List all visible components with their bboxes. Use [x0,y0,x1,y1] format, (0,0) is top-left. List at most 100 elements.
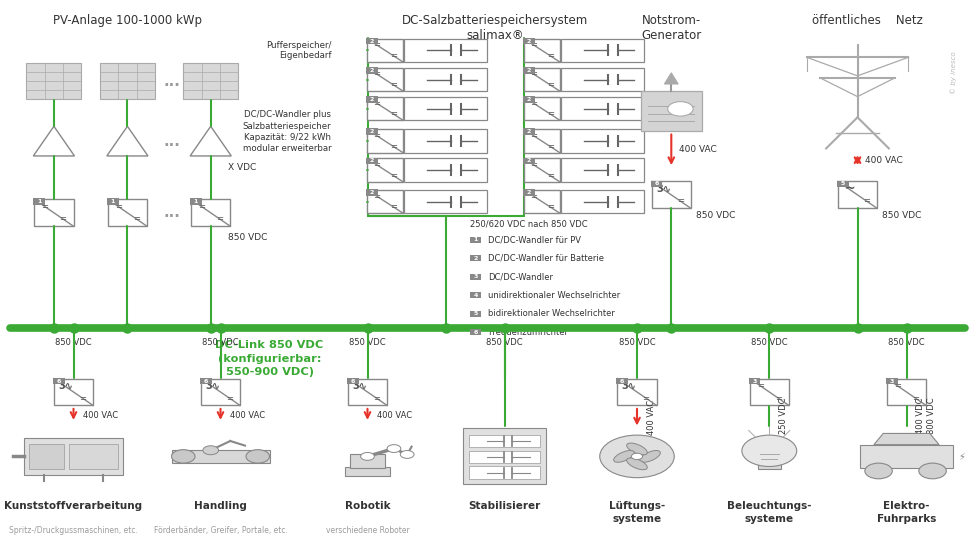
Bar [470,273,481,279]
Text: 6: 6 [57,379,61,384]
Text: 2: 2 [526,158,531,164]
Text: =: = [530,160,537,169]
Text: 850 VDC: 850 VDC [888,338,925,347]
Text: =: = [547,203,554,212]
Text: 4: 4 [473,293,478,297]
Text: 2: 2 [526,39,531,44]
Bar [54,379,93,405]
Text: ...: ... [163,206,180,220]
Text: X VDC: X VDC [228,164,257,172]
Text: 3∿: 3∿ [656,184,671,194]
Text: Elektro-
Fuhrparks: Elektro- Fuhrparks [877,501,936,524]
Bar [522,67,535,73]
Text: 3∿: 3∿ [621,381,637,391]
Bar [561,190,644,213]
Text: © by inesco: © by inesco [951,52,957,94]
Bar [367,97,404,120]
Text: 3∿: 3∿ [58,381,74,391]
Text: unidirektionaler Wechselrichter: unidirektionaler Wechselrichter [488,291,620,300]
Bar [561,158,644,182]
Text: DC/DC-Wandler für Batterie: DC/DC-Wandler für Batterie [488,254,604,263]
Text: 2: 2 [369,68,374,73]
Text: =: = [677,197,684,206]
Text: Beleuchtungs-
systeme: Beleuchtungs- systeme [727,501,811,524]
Text: =: = [530,99,537,108]
Text: 2: 2 [369,158,374,164]
Bar [470,292,481,298]
Bar [758,459,781,469]
Text: 850 VDC: 850 VDC [55,338,92,347]
Text: 400 VAC: 400 VAC [679,145,717,154]
Text: Notstrom-
Generator: Notstrom- Generator [641,14,702,42]
Bar [524,97,561,120]
Circle shape [667,101,693,116]
Text: =: = [863,197,870,206]
Text: 2: 2 [369,129,374,134]
Bar [366,96,378,102]
Text: 2: 2 [526,190,531,195]
Bar [838,181,877,208]
Text: =: = [547,81,554,90]
Bar [404,39,487,62]
Text: 400 VAC: 400 VAC [377,411,413,420]
Text: 250 VDC: 250 VDC [779,398,788,434]
Bar [522,96,535,102]
Bar [524,68,561,91]
Bar [172,450,270,463]
Text: =: = [79,394,86,403]
Text: öffentliches    Netz: öffentliches Netz [811,14,923,27]
Circle shape [203,446,219,455]
Circle shape [387,445,401,452]
Text: 6: 6 [473,330,478,334]
Bar [366,189,378,195]
Bar [837,180,849,187]
Text: 400 VAC: 400 VAC [83,411,119,420]
Bar [404,68,487,91]
Bar [53,377,65,384]
Circle shape [865,463,893,479]
Text: Robotik: Robotik [345,501,390,511]
Bar [616,377,628,384]
Text: Frequenzumrichter: Frequenzumrichter [488,328,568,337]
Text: =: = [41,202,48,211]
Text: 3∿: 3∿ [205,381,220,391]
Bar [34,199,74,226]
Polygon shape [33,126,74,156]
Circle shape [919,463,947,479]
Bar [524,190,561,213]
Text: =: = [373,40,380,49]
Bar [750,379,789,405]
Text: Pufferspeicher/
Eigenbedarf: Pufferspeicher/ Eigenbedarf [266,41,331,60]
Text: =: = [530,192,537,200]
Text: 2: 2 [526,68,531,73]
Text: =: = [217,214,223,223]
Text: =: = [530,40,537,49]
Bar [470,255,481,261]
Text: =: = [390,52,397,60]
Text: DC/DC-Wandler plus
Salzbatteriespeicher
Kapazität: 9/22 kWh
modular erweiterbar: DC/DC-Wandler plus Salzbatteriespeicher … [243,110,331,153]
Polygon shape [874,433,939,445]
Bar [561,68,644,91]
Bar [346,468,390,476]
Text: 3: 3 [890,379,894,384]
Bar [617,379,657,405]
Text: 850 VDC: 850 VDC [349,338,386,347]
Text: =: = [547,110,554,119]
Text: 6: 6 [655,181,659,186]
Text: 2: 2 [369,190,374,195]
Text: DC/DC-Wandler für PV: DC/DC-Wandler für PV [488,235,581,244]
Text: PV-Anlage 100-1000 kWp: PV-Anlage 100-1000 kWp [53,14,202,27]
Ellipse shape [626,443,648,455]
Text: ⚡: ⚡ [958,451,965,461]
Bar [522,128,535,135]
Text: =: = [530,69,537,78]
Text: 1: 1 [194,199,198,204]
Text: ~: ~ [845,182,855,195]
Bar [191,199,230,226]
Bar [561,97,644,120]
Bar [652,181,691,208]
Text: =: = [894,381,901,390]
Bar [366,67,378,73]
Text: Spritz-/Druckgussmaschinen, etc.: Spritz-/Druckgussmaschinen, etc. [9,526,138,535]
Text: 850 VDC: 850 VDC [618,338,656,347]
